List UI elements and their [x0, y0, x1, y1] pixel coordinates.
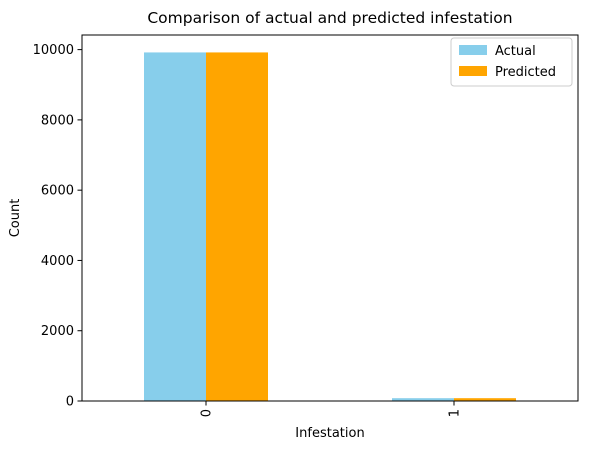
legend-swatch-predicted	[459, 66, 487, 76]
legend-label-predicted: Predicted	[495, 65, 556, 80]
x-axis-label: Infestation	[295, 426, 364, 441]
legend-label-actual: Actual	[495, 44, 536, 59]
bar-predicted-0	[206, 52, 268, 402]
x-tick-label: 0	[200, 409, 215, 417]
y-tick-label: 8000	[41, 113, 74, 128]
y-tick-label: 6000	[41, 184, 74, 199]
bar-actual-1	[392, 398, 454, 401]
bar-actual-0	[144, 52, 206, 402]
y-tick-label: 4000	[41, 254, 74, 269]
y-axis-label: Count	[8, 199, 23, 238]
legend-swatch-actual	[459, 45, 487, 55]
bar-predicted-1	[454, 398, 516, 401]
y-tick-label: 2000	[41, 324, 74, 339]
x-tick-label: 1	[448, 409, 463, 417]
chart-title: Comparison of actual and predicted infes…	[147, 9, 512, 27]
y-tick-label: 0	[66, 395, 74, 410]
legend: Actual Predicted	[450, 37, 573, 87]
ticks-layer: 0 2000 4000 6000 8000 10000 0 1	[33, 43, 463, 417]
plot-frame	[81, 34, 579, 402]
bars-layer	[144, 52, 516, 402]
y-tick-label: 10000	[33, 43, 74, 58]
